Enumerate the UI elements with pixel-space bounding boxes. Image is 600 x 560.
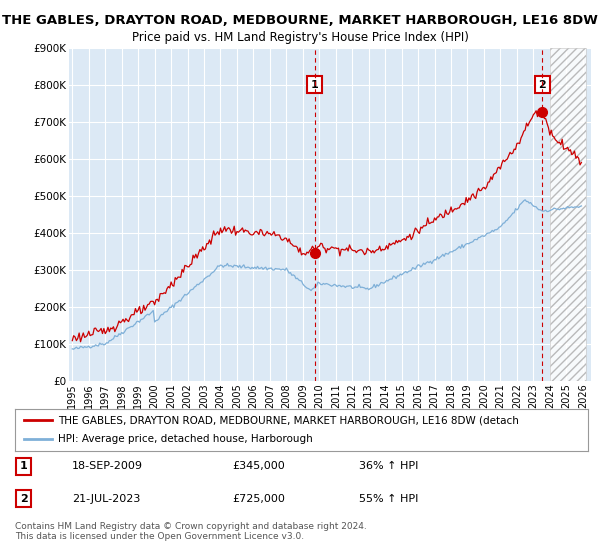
Text: 18-SEP-2009: 18-SEP-2009 — [73, 461, 143, 472]
Text: £725,000: £725,000 — [233, 494, 286, 503]
Text: 1: 1 — [20, 461, 28, 472]
Text: HPI: Average price, detached house, Harborough: HPI: Average price, detached house, Harb… — [58, 435, 313, 445]
Text: 55% ↑ HPI: 55% ↑ HPI — [359, 494, 418, 503]
Text: THE GABLES, DRAYTON ROAD, MEDBOURNE, MARKET HARBOROUGH, LE16 8DW (detach: THE GABLES, DRAYTON ROAD, MEDBOURNE, MAR… — [58, 415, 519, 425]
Text: THE GABLES, DRAYTON ROAD, MEDBOURNE, MARKET HARBOROUGH, LE16 8DW: THE GABLES, DRAYTON ROAD, MEDBOURNE, MAR… — [2, 14, 598, 27]
Bar — [550, 48, 586, 381]
Text: Contains HM Land Registry data © Crown copyright and database right 2024.
This d: Contains HM Land Registry data © Crown c… — [15, 522, 367, 542]
Text: £345,000: £345,000 — [233, 461, 286, 472]
Text: 1: 1 — [311, 80, 319, 90]
Text: 21-JUL-2023: 21-JUL-2023 — [73, 494, 140, 503]
Bar — [550, 48, 586, 381]
Text: 36% ↑ HPI: 36% ↑ HPI — [359, 461, 418, 472]
Text: 2: 2 — [539, 80, 546, 90]
Text: Price paid vs. HM Land Registry's House Price Index (HPI): Price paid vs. HM Land Registry's House … — [131, 31, 469, 44]
Text: 2: 2 — [20, 494, 28, 503]
